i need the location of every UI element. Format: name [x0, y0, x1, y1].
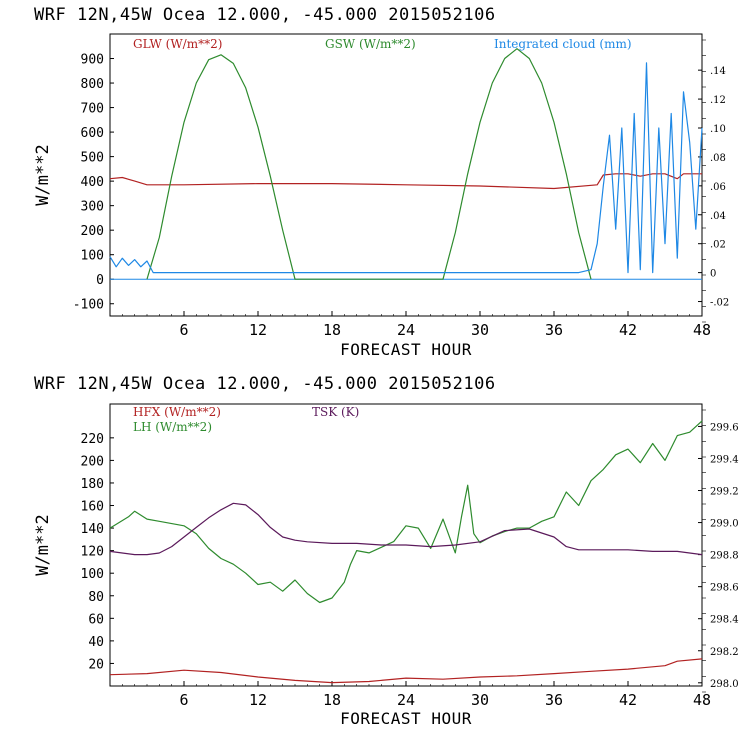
y2-tick-label: 299.2 [710, 487, 739, 498]
x-tick-label: 12 [249, 691, 267, 709]
y-tick-label: 220 [81, 432, 104, 447]
series-line-2 [109, 420, 703, 604]
x-axis-label: FORECAST HOUR [340, 340, 472, 359]
y-axis-label: W/m**2 [33, 514, 53, 575]
chart-panel-1: WRF 12N,45W Ocea 12.000, -45.000 2015052… [33, 5, 729, 359]
y-tick-label: 40 [88, 635, 104, 650]
series-line-3 [109, 62, 703, 274]
y2-tick-label: -.02 [710, 298, 729, 309]
series-line-3 [109, 502, 703, 556]
legend-entry-2: GSW (W/m**2) [325, 37, 416, 51]
y-tick-label: 700 [81, 102, 104, 117]
x-tick-label: 24 [397, 321, 415, 339]
y-tick-label: 20 [88, 657, 104, 672]
y-tick-label: 400 [81, 175, 104, 190]
y-tick-label: 300 [81, 200, 104, 215]
series-line-1 [109, 658, 703, 684]
y-tick-label: 100 [81, 567, 104, 582]
y2-tick-label: .10 [710, 124, 726, 135]
y2-tick-label: .04 [710, 211, 726, 222]
chart-panel-2: WRF 12N,45W Ocea 12.000, -45.000 2015052… [33, 374, 739, 728]
y-tick-label: 100 [81, 249, 104, 264]
y-axis-label: W/m**2 [33, 144, 53, 205]
x-tick-label: 36 [545, 691, 563, 709]
y2-tick-label: .06 [710, 182, 726, 193]
y2-tick-label: 298.2 [710, 647, 739, 658]
series-line-2 [146, 48, 592, 280]
y-tick-label: 140 [81, 522, 104, 537]
x-tick-label: 6 [179, 321, 188, 339]
y-tick-label: 200 [81, 454, 104, 469]
y-tick-label: 800 [81, 77, 104, 92]
x-tick-label: 6 [179, 691, 188, 709]
x-tick-label: 48 [693, 321, 711, 339]
x-tick-label: 48 [693, 691, 711, 709]
y-tick-label: 200 [81, 224, 104, 239]
chart-title: WRF 12N,45W Ocea 12.000, -45.000 2015052… [34, 5, 496, 25]
y-tick-label: 0 [96, 273, 104, 288]
y2-tick-label: 298.6 [710, 583, 739, 594]
y2-tick-label: 0 [710, 269, 716, 280]
x-tick-label: 42 [619, 691, 637, 709]
chart-title: WRF 12N,45W Ocea 12.000, -45.000 2015052… [34, 374, 496, 394]
legend-entry-3: TSK (K) [312, 405, 359, 419]
legend-entry-1: HFX (W/m**2) [133, 405, 221, 419]
x-tick-label: 42 [619, 321, 637, 339]
x-tick-label: 18 [323, 691, 341, 709]
y-tick-label: -100 [73, 298, 104, 313]
y2-tick-label: .14 [710, 66, 726, 77]
x-tick-label: 36 [545, 321, 563, 339]
y2-tick-label: 299.6 [710, 422, 739, 433]
y2-tick-label: .08 [710, 153, 726, 164]
y-tick-label: 900 [81, 53, 104, 68]
legend-entry-3: Integrated cloud (mm) [494, 37, 632, 51]
y2-tick-label: 299.0 [710, 519, 739, 530]
y-tick-label: 80 [88, 590, 104, 605]
y-tick-label: 160 [81, 500, 104, 515]
legend-entry-1: GLW (W/m**2) [133, 37, 222, 51]
y2-tick-label: .12 [710, 95, 726, 106]
y2-tick-label: .02 [710, 240, 726, 251]
y2-tick-label: 298.0 [710, 679, 739, 690]
series-line-1 [109, 173, 702, 190]
plot-frame [109, 33, 703, 317]
y2-tick-label: 298.4 [710, 615, 739, 626]
y2-tick-label: 299.4 [710, 454, 739, 465]
x-tick-label: 24 [397, 691, 415, 709]
y-tick-label: 60 [88, 612, 104, 627]
x-tick-label: 18 [323, 321, 341, 339]
legend-entry-2: LH (W/m**2) [133, 420, 212, 434]
y-tick-label: 600 [81, 126, 104, 141]
y2-tick-label: 298.8 [710, 551, 739, 562]
x-axis-label: FORECAST HOUR [340, 709, 472, 728]
x-tick-label: 12 [249, 321, 267, 339]
y-tick-label: 500 [81, 151, 104, 166]
y-tick-label: 180 [81, 477, 104, 492]
x-tick-label: 30 [471, 321, 489, 339]
y-tick-label: 120 [81, 545, 104, 560]
x-tick-label: 30 [471, 691, 489, 709]
